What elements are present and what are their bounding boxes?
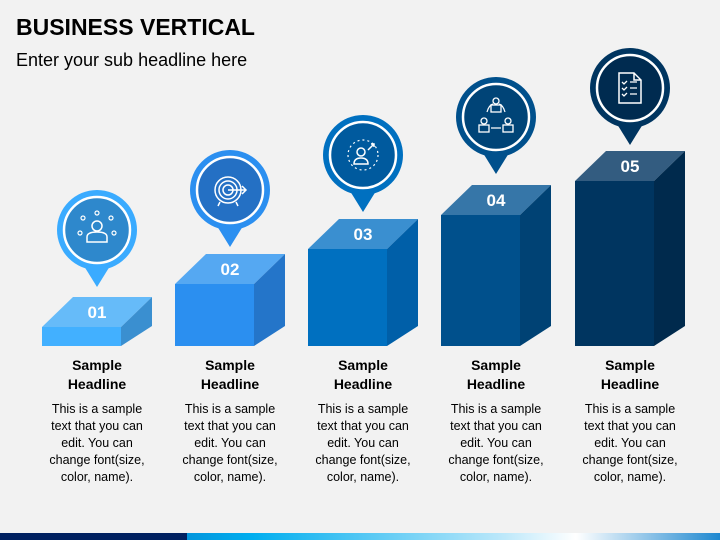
block-top [308, 219, 418, 249]
slide-title: BUSINESS VERTICAL [16, 14, 255, 40]
body-line: This is a sample [450, 402, 542, 416]
body-line: text that you can [51, 419, 143, 433]
block-front [42, 327, 121, 346]
body-line: edit. You can [327, 436, 399, 450]
body-line: change font(size, [448, 453, 544, 467]
block-front [575, 181, 654, 346]
step-text: Sample Headline This is a sample text that… [431, 356, 561, 486]
block-side [654, 151, 685, 346]
step-03: 03 [308, 115, 418, 346]
body-line: color, name). [459, 470, 533, 484]
step-text: Sample Headline This is a sample text that… [32, 356, 162, 486]
body-line: color, name). [60, 470, 134, 484]
body-line: This is a sample [184, 402, 276, 416]
block-front [308, 249, 387, 346]
step-number: 03 [354, 225, 373, 244]
step-body: This is a sample text that you can edit. Y… [298, 401, 428, 486]
block-front [175, 284, 254, 346]
step-text: Sample Headline This is a sample text that… [165, 356, 295, 486]
footer-bar-dark [0, 533, 187, 540]
step-headline: Sample Headline [565, 356, 695, 394]
block-top [441, 185, 551, 215]
step-number: 01 [88, 303, 107, 322]
step-headline: Sample Headline [32, 356, 162, 394]
team-cycle-icon [478, 97, 514, 133]
step-body: This is a sample text that you can edit. Y… [565, 401, 695, 486]
body-line: This is a sample [51, 402, 143, 416]
body-line: change font(size, [582, 453, 678, 467]
body-line: color, name). [593, 470, 667, 484]
body-line: text that you can [317, 419, 409, 433]
body-line: change font(size, [182, 453, 278, 467]
block-front [441, 215, 520, 346]
step-02: 02 [175, 150, 285, 346]
block-top [175, 254, 285, 284]
person-growth-icon [347, 139, 379, 171]
step-body: This is a sample text that you can edit. Y… [431, 401, 561, 486]
step-headline: Sample Headline [431, 356, 561, 394]
block-side [520, 185, 551, 346]
body-line: edit. You can [61, 436, 133, 450]
headline-text: Sample Headline [466, 357, 526, 392]
body-line: change font(size, [315, 453, 411, 467]
step-number: 04 [487, 191, 506, 210]
body-line: change font(size, [49, 453, 145, 467]
body-line: text that you can [584, 419, 676, 433]
step-headline: Sample Headline [165, 356, 295, 394]
step-headline: Sample Headline [298, 356, 428, 394]
step-text: Sample Headline This is a sample text that… [565, 356, 695, 486]
person-network-icon [77, 210, 117, 243]
step-body: This is a sample text that you can edit. Y… [32, 401, 162, 486]
step-01: 01 [42, 190, 152, 346]
step-number: 02 [221, 260, 240, 279]
body-line: color, name). [193, 470, 267, 484]
block-top [575, 151, 685, 181]
block-side [254, 254, 285, 346]
body-line: color, name). [326, 470, 400, 484]
headline-text: Sample Headline [200, 357, 260, 392]
body-line: edit. You can [594, 436, 666, 450]
block-side [121, 297, 152, 346]
checklist-document-icon [618, 72, 642, 104]
headline-text: Sample Headline [600, 357, 660, 392]
body-line: text that you can [184, 419, 276, 433]
headline-text: Sample Headline [67, 357, 127, 392]
body-line: This is a sample [317, 402, 409, 416]
step-number: 05 [621, 157, 640, 176]
step-body: This is a sample text that you can edit. Y… [165, 401, 295, 486]
body-line: text that you can [450, 419, 542, 433]
pin-marker [323, 115, 403, 212]
pin-marker [590, 48, 670, 145]
pin-marker [190, 150, 270, 247]
pin-marker [57, 190, 137, 287]
body-line: edit. You can [194, 436, 266, 450]
slide-subtitle: Enter your sub headline here [16, 50, 248, 70]
target-icon [214, 176, 248, 207]
step-05: 05 [575, 48, 685, 346]
footer-bar [0, 533, 720, 540]
body-line: edit. You can [460, 436, 532, 450]
body-line: This is a sample [584, 402, 676, 416]
step-text: Sample Headline This is a sample text that… [298, 356, 428, 486]
block-side [387, 219, 418, 346]
pin-marker [456, 77, 536, 174]
headline-text: Sample Headline [333, 357, 393, 392]
step-04: 04 [441, 77, 551, 346]
block-top [42, 297, 152, 327]
